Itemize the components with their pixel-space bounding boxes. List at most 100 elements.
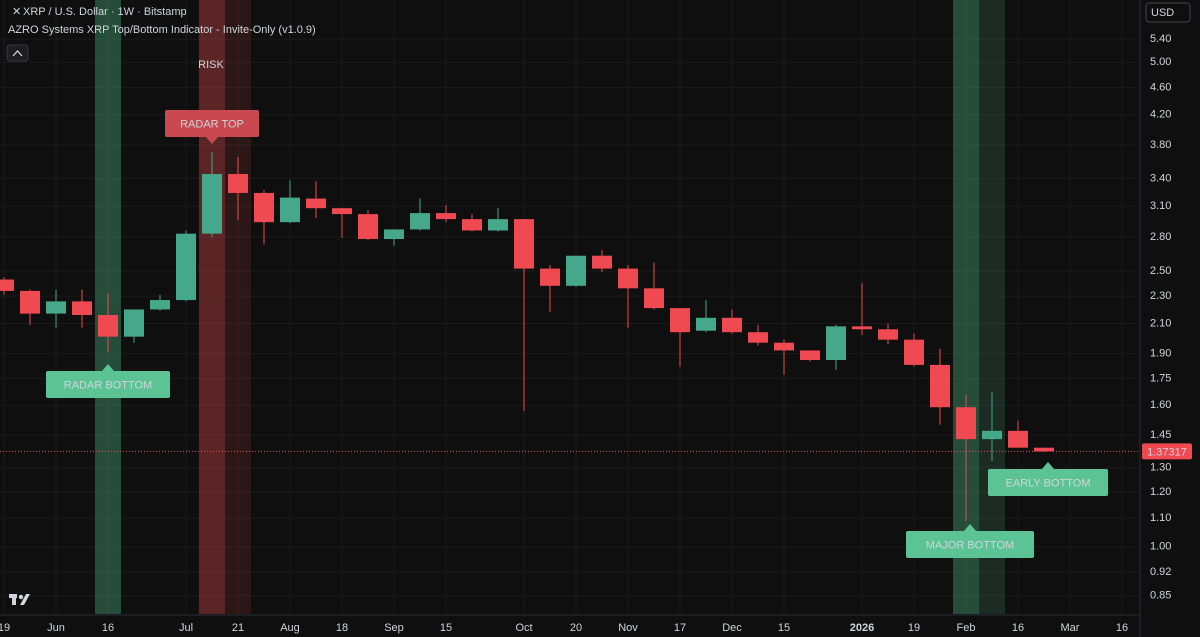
x-tick-label: 20 xyxy=(570,622,582,634)
annotation-arrow xyxy=(102,364,114,371)
x-tick-label: 21 xyxy=(232,622,244,634)
x-tick-label: 15 xyxy=(778,622,790,634)
x-tick-label: 2026 xyxy=(850,622,874,634)
candle-body xyxy=(696,317,716,331)
candle-body xyxy=(852,326,872,330)
y-tick-label: 2.30 xyxy=(1150,290,1171,302)
y-tick-label: 4.20 xyxy=(1150,109,1171,121)
x-tick-label: 16 xyxy=(1116,622,1128,634)
collapse-button[interactable] xyxy=(6,44,29,62)
candle-body xyxy=(176,233,196,301)
candle-body xyxy=(358,214,378,240)
grid xyxy=(0,0,1140,614)
candle-body xyxy=(280,197,300,223)
candle-body xyxy=(0,279,14,291)
candle-body xyxy=(514,219,534,269)
annotation-box xyxy=(165,110,259,137)
x-tick-label: 16 xyxy=(1012,622,1024,634)
y-tick-label: 2.80 xyxy=(1150,231,1171,243)
candle-body xyxy=(826,326,846,361)
candle-body xyxy=(462,219,482,231)
annotation-arrow xyxy=(206,137,218,144)
candle-body xyxy=(1034,447,1054,452)
candle-body xyxy=(306,198,326,209)
candle-body xyxy=(202,174,222,234)
candle-body xyxy=(150,300,170,310)
candle-body xyxy=(748,332,768,343)
y-tick-label: 1.60 xyxy=(1150,399,1171,411)
x-tick-label: Sep xyxy=(384,622,404,634)
candle-body xyxy=(436,213,456,220)
y-tick-label: 1.30 xyxy=(1150,462,1171,474)
y-tick-label: 1.45 xyxy=(1150,429,1171,441)
x-tick-label: Oct xyxy=(515,622,532,634)
x-tick-label: 19 xyxy=(0,622,10,634)
x-tick-label: 16 xyxy=(102,622,114,634)
y-tick-label: 3.40 xyxy=(1150,172,1171,184)
y-tick-label: 5.40 xyxy=(1150,33,1171,45)
x-tick-label: Dec xyxy=(722,622,742,634)
candle-body xyxy=(46,301,66,314)
symbol-title: XRP / U.S. Dollar · 1W · Bitstamp xyxy=(23,6,187,18)
annotation: EARLY BOTTOM xyxy=(1006,477,1091,489)
indicator-title: AZRO Systems XRP Top/Bottom Indicator - … xyxy=(8,24,316,36)
candle-body xyxy=(644,288,664,309)
candle-body xyxy=(800,350,820,361)
collapse-icon xyxy=(12,50,23,57)
y-tick-label: 0.85 xyxy=(1150,590,1171,602)
x-tick-label: 15 xyxy=(440,622,452,634)
candle-body xyxy=(904,339,924,365)
y-tick-label: 1.20 xyxy=(1150,486,1171,498)
annotation: RADAR BOTTOM xyxy=(64,379,152,391)
annotation: RISK xyxy=(198,59,224,71)
overlays: 1.37317 RISK RADAR TOP RADAR BOTTOM MAJOR BO… xyxy=(0,59,1192,558)
annotation-box xyxy=(988,469,1108,496)
y-tick-label: 0.92 xyxy=(1150,566,1171,578)
candle-body xyxy=(982,430,1002,440)
candle-body xyxy=(410,213,430,230)
y-tick-label: 3.10 xyxy=(1150,200,1171,212)
candle-body xyxy=(98,314,118,337)
candle-body xyxy=(488,219,508,231)
candle-body xyxy=(956,407,976,440)
signal-band xyxy=(199,0,225,614)
candle-body xyxy=(670,308,690,333)
y-tick-label: 2.50 xyxy=(1150,265,1171,277)
signal-band xyxy=(979,0,1005,614)
candle-body xyxy=(566,255,586,286)
candle-body xyxy=(722,317,742,333)
y-tick-label: 1.75 xyxy=(1150,372,1171,384)
last-price-label: 1.37317 xyxy=(1147,446,1187,458)
candle-body xyxy=(72,301,92,315)
candles xyxy=(0,152,1054,521)
x-tick-label: Mar xyxy=(1061,622,1080,634)
y-tick-label: 1.10 xyxy=(1150,512,1171,524)
annotation-arrow xyxy=(964,524,976,531)
annotation-arrow xyxy=(1042,462,1054,469)
candle-body xyxy=(384,229,404,240)
signal-band xyxy=(953,0,979,614)
x-tick-label: Feb xyxy=(957,622,976,634)
annotation-box xyxy=(906,531,1034,558)
candle-body xyxy=(878,329,898,340)
candle-body xyxy=(20,290,40,314)
annotation-box xyxy=(46,371,170,398)
candle-body xyxy=(254,192,274,223)
x-tick-label: 19 xyxy=(908,622,920,634)
y-tick-label: 4.60 xyxy=(1150,81,1171,93)
x-tick-label: Jun xyxy=(47,622,65,634)
close-icon[interactable]: ✕ xyxy=(12,6,21,18)
annotation: RADAR TOP xyxy=(180,118,244,130)
candle-body xyxy=(1008,430,1028,448)
signal-band xyxy=(225,0,251,614)
y-tick-label: 2.10 xyxy=(1150,317,1171,329)
logo xyxy=(9,594,30,605)
candle-body xyxy=(774,342,794,351)
x-tick-label: 17 xyxy=(674,622,686,634)
y-tick-label: 1.00 xyxy=(1150,541,1171,553)
x-tick-label: Jul xyxy=(179,622,193,634)
currency-box[interactable] xyxy=(1145,2,1191,23)
x-tick-label: 18 xyxy=(336,622,348,634)
